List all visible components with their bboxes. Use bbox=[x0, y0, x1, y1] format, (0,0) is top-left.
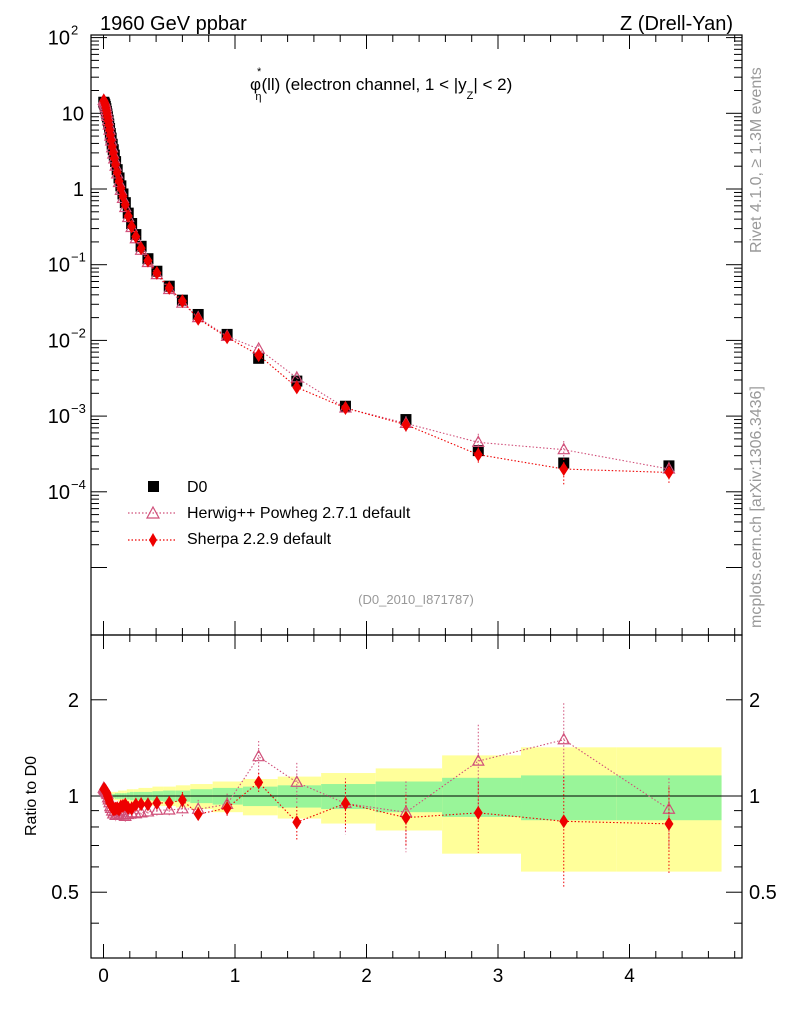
y-tick-exp-7: −4 bbox=[71, 477, 86, 492]
y-tick-label-4: 10 bbox=[48, 255, 70, 277]
ratio-point-herwig-32 bbox=[252, 749, 266, 762]
point-sherpa-27 bbox=[152, 265, 162, 280]
ratio-tick-label-right-0.5: 0.5 bbox=[749, 882, 777, 904]
legend-marker-d0 bbox=[148, 481, 159, 492]
legend-label-d0: D0 bbox=[187, 479, 208, 496]
y-tick-exp-1: 2 bbox=[71, 23, 78, 38]
y-tick-exp-4: −1 bbox=[71, 250, 86, 265]
ratio-point-sherpa-36 bbox=[473, 805, 483, 820]
x-tick-label-2: 2 bbox=[361, 966, 372, 987]
point-sherpa-29 bbox=[177, 294, 187, 309]
ratio-point-herwig-25 bbox=[134, 805, 148, 818]
ratio-axis-label: Ratio to D0 bbox=[23, 756, 40, 836]
point-sherpa-38 bbox=[664, 465, 674, 480]
legend: D0 Herwig++ Powheg 2.7.1 default Sherpa … bbox=[128, 479, 411, 548]
y-tick-label-1: 10 bbox=[48, 28, 70, 50]
ratio-point-sherpa-38 bbox=[664, 816, 674, 831]
ratio-tick-label-right-2: 2 bbox=[749, 690, 760, 712]
y-tick-exp-5: −2 bbox=[71, 325, 86, 340]
y-tick-label-2: 10 bbox=[62, 103, 84, 125]
point-sherpa-37 bbox=[559, 462, 569, 477]
y-tick-label-3: 1 bbox=[73, 179, 84, 201]
point-sherpa-32 bbox=[254, 348, 264, 363]
band-stat-35 bbox=[375, 781, 443, 813]
point-herwig-36 bbox=[471, 435, 485, 447]
y-tick-label-5: 10 bbox=[48, 330, 70, 352]
ratio-point-herwig-37 bbox=[557, 732, 571, 745]
ratio-point-sherpa-33 bbox=[292, 815, 302, 830]
ratio-point-sherpa-25 bbox=[136, 797, 146, 812]
point-sherpa-35 bbox=[401, 417, 411, 432]
y-tick-label-6: 10 bbox=[48, 406, 70, 428]
mcplots-label: mcplots.cern.ch [arXiv:1306.3436] bbox=[748, 386, 765, 628]
ratio-point-herwig-33 bbox=[290, 775, 304, 787]
ratio-point-sherpa-24 bbox=[131, 797, 141, 812]
point-sherpa-28 bbox=[164, 280, 174, 295]
ratio-tick-label-left-2: 2 bbox=[68, 690, 79, 712]
ratio-point-sherpa-26 bbox=[143, 797, 153, 812]
x-tick-label-1: 1 bbox=[230, 966, 241, 987]
point-sherpa-33 bbox=[292, 380, 302, 395]
title-rest1: (ll) (electron channel, 1 < | bbox=[261, 75, 458, 94]
ratio-tick-label-right-1: 1 bbox=[749, 786, 760, 808]
plot-title: φ* η(ll) (electron channel, 1 < |yZ| < 2) bbox=[250, 66, 512, 103]
ratio-point-sherpa-28 bbox=[164, 795, 174, 810]
legend-marker-sherpa bbox=[149, 533, 157, 547]
point-sherpa-34 bbox=[340, 400, 350, 415]
ratio-point-sherpa-31 bbox=[222, 801, 232, 816]
ratio-tick-label-left-0.5: 0.5 bbox=[51, 882, 79, 904]
band-stat-37 bbox=[521, 775, 617, 821]
ratio-series bbox=[97, 703, 676, 888]
x-tick-label-4: 4 bbox=[624, 966, 635, 987]
ratio-point-sherpa-34 bbox=[340, 796, 350, 811]
point-sherpa-36 bbox=[473, 447, 483, 462]
point-sherpa-31 bbox=[222, 330, 232, 345]
series-line-2 bbox=[103, 100, 669, 474]
title-ysub: Z bbox=[467, 90, 474, 102]
title-sub: η bbox=[255, 91, 261, 103]
point-sherpa-25 bbox=[136, 241, 146, 256]
title-y: y bbox=[458, 75, 467, 94]
legend-label-sherpa: Sherpa 2.2.9 default bbox=[187, 531, 332, 548]
data-series bbox=[97, 93, 676, 485]
legend-label-herwig: Herwig++ Powheg 2.7.1 default bbox=[187, 505, 411, 522]
analysis-watermark: (D0_2010_I871787) bbox=[358, 592, 474, 607]
ratio-point-herwig-27 bbox=[150, 803, 164, 815]
title-sup: * bbox=[257, 66, 262, 78]
point-sherpa-24 bbox=[131, 229, 141, 244]
series-line-1 bbox=[103, 100, 670, 470]
legend-marker-herwig bbox=[145, 505, 161, 519]
title-phi: φ bbox=[250, 75, 261, 94]
ratio-point-herwig-26 bbox=[141, 804, 155, 817]
header-process: Z (Drell-Yan) bbox=[620, 13, 733, 35]
point-sherpa-30 bbox=[193, 311, 203, 326]
ratio-point-herwig-36 bbox=[471, 753, 485, 766]
x-tick-label-3: 3 bbox=[493, 966, 504, 987]
point-sherpa-22 bbox=[123, 208, 133, 223]
ratio-tick-label-left-1: 1 bbox=[68, 786, 79, 808]
point-sherpa-21 bbox=[120, 197, 130, 212]
header-energy: 1960 GeV ppbar bbox=[100, 13, 247, 35]
ratio-point-sherpa-32 bbox=[254, 775, 264, 790]
ratio-point-sherpa-27 bbox=[152, 795, 162, 810]
ratio-point-sherpa-29 bbox=[177, 793, 187, 808]
y-tick-exp-6: −3 bbox=[71, 401, 86, 416]
rivet-label: Rivet 4.1.0, ≥ 1.3M events bbox=[748, 67, 765, 253]
ratio-point-sherpa-35 bbox=[401, 810, 411, 825]
x-tick-label-0: 0 bbox=[98, 966, 109, 987]
point-sherpa-26 bbox=[143, 253, 153, 268]
point-sherpa-23 bbox=[127, 219, 137, 234]
ratio-uncertainty-bands bbox=[103, 747, 722, 872]
y-tick-label-7: 10 bbox=[48, 482, 70, 504]
ratio-point-herwig-28 bbox=[162, 802, 176, 815]
ratio-point-herwig-29 bbox=[175, 801, 189, 814]
ratio-point-sherpa-30 bbox=[193, 807, 203, 822]
ratio-point-sherpa-37 bbox=[559, 814, 569, 829]
band-stat-36 bbox=[442, 777, 522, 817]
point-herwig-37 bbox=[557, 442, 571, 455]
title-rest2: | < 2) bbox=[473, 75, 512, 94]
